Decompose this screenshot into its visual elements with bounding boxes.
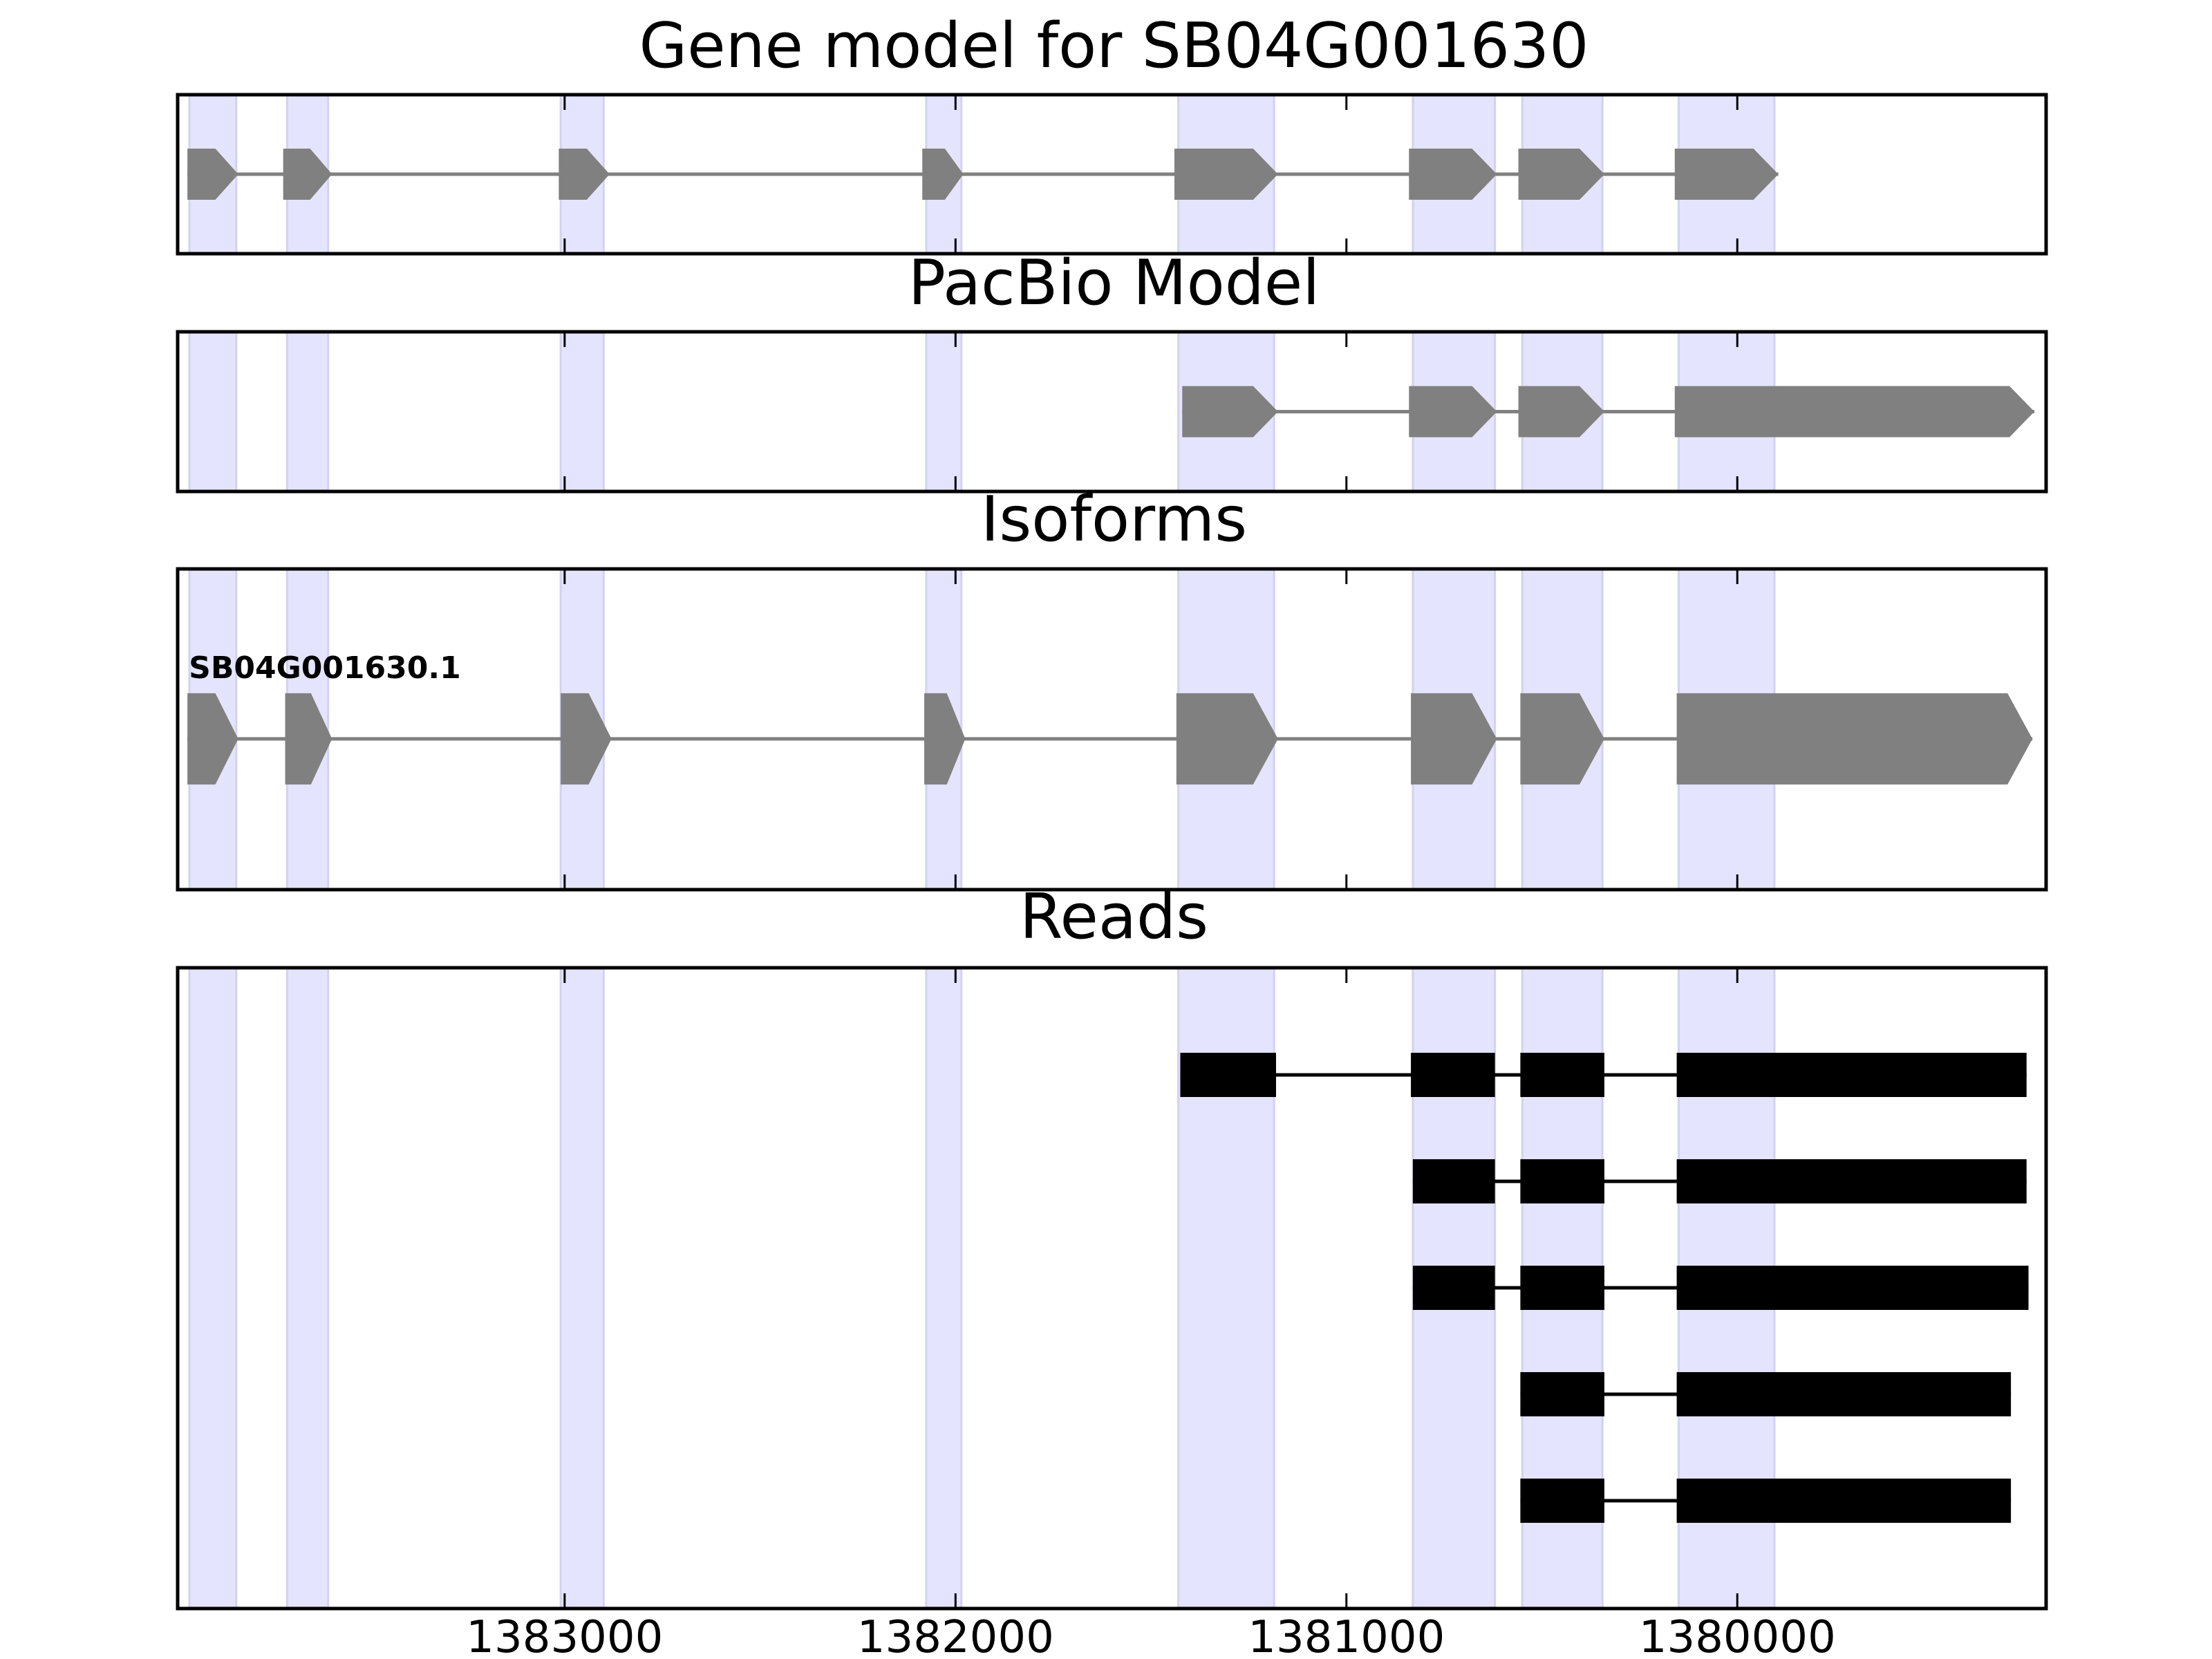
axes-frames-layer <box>176 93 2048 1611</box>
read-exon-block <box>1676 1372 2012 1416</box>
exon-arrow <box>285 693 332 785</box>
exon-shade-region <box>188 966 238 1610</box>
panel-title: Isoforms <box>981 483 1247 556</box>
exon-arrow <box>1409 149 1497 200</box>
read-exon-block <box>1676 1479 2012 1523</box>
exon-arrow <box>283 149 332 200</box>
x-tick-label: 1381000 <box>1248 1612 1445 1659</box>
exon-arrow <box>561 693 612 785</box>
exon-arrow <box>1409 386 1497 438</box>
exon-shade-region <box>285 330 330 493</box>
exon-arrow <box>1674 386 2035 438</box>
exon-shade-region <box>925 966 963 1610</box>
panel-title: Reads <box>1020 881 1208 953</box>
x-tick-label: 1382000 <box>857 1612 1054 1659</box>
read-exon-block <box>1520 1479 1605 1523</box>
exon-arrow <box>187 693 238 785</box>
exon-arrow <box>1674 149 1779 200</box>
read-exon-block <box>1412 1266 1495 1310</box>
x-tick-label: 1383000 <box>466 1612 663 1659</box>
exon-arrow <box>1174 149 1278 200</box>
labels-layer: Gene model for SB04G001630 PacBio Model SB… <box>189 10 1836 1659</box>
read-exon-block <box>1520 1266 1605 1310</box>
exon-shade-region <box>188 330 238 493</box>
panel-frame <box>176 330 2048 494</box>
panel-title: PacBio Model <box>908 247 1320 319</box>
exon-shade-region <box>285 966 330 1610</box>
exon-arrow <box>924 693 966 785</box>
exon-arrow <box>1182 386 1278 438</box>
exon-arrow <box>922 149 964 200</box>
panel-frame <box>176 567 2048 892</box>
panel-frame <box>176 966 2048 1611</box>
read-exon-block <box>1520 1159 1605 1203</box>
exon-arrow <box>559 149 610 200</box>
exon-arrow <box>1518 149 1605 200</box>
isoform-label: SB04G001630.1 <box>189 650 461 686</box>
panel-frame <box>176 93 2048 256</box>
exon-arrow <box>187 149 238 200</box>
read-exon-block <box>1520 1053 1605 1097</box>
exon-arrow <box>1176 693 1278 785</box>
read-exon-block <box>1676 1053 2027 1097</box>
read-exon-block <box>1676 1266 2029 1310</box>
read-exon-block <box>1411 1053 1495 1097</box>
panel-title: Gene model for SB04G001630 <box>639 10 1588 82</box>
exon-shade-region <box>559 966 605 1610</box>
exon-arrow <box>1518 386 1605 438</box>
read-exon-block <box>1520 1372 1605 1416</box>
features-layer <box>187 149 2035 1523</box>
read-exon-block <box>1676 1159 2027 1203</box>
x-tick-label: 1380000 <box>1639 1612 1836 1659</box>
exon-arrow <box>1520 693 1605 785</box>
exon-arrow <box>1411 693 1497 785</box>
exon-arrow <box>1676 693 2033 785</box>
read-exon-block <box>1412 1159 1495 1203</box>
exon-shade-region <box>559 330 605 493</box>
exon-shade-region <box>925 330 963 493</box>
read-exon-block <box>1180 1053 1277 1097</box>
